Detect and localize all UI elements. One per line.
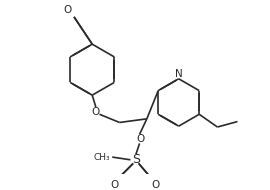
- Text: O: O: [136, 134, 145, 144]
- Text: O: O: [63, 5, 72, 15]
- Text: S: S: [132, 153, 140, 166]
- Text: O: O: [92, 107, 100, 116]
- Text: CH₃: CH₃: [93, 153, 110, 162]
- Text: N: N: [175, 69, 183, 79]
- Text: O: O: [152, 180, 160, 190]
- Text: O: O: [110, 180, 118, 190]
